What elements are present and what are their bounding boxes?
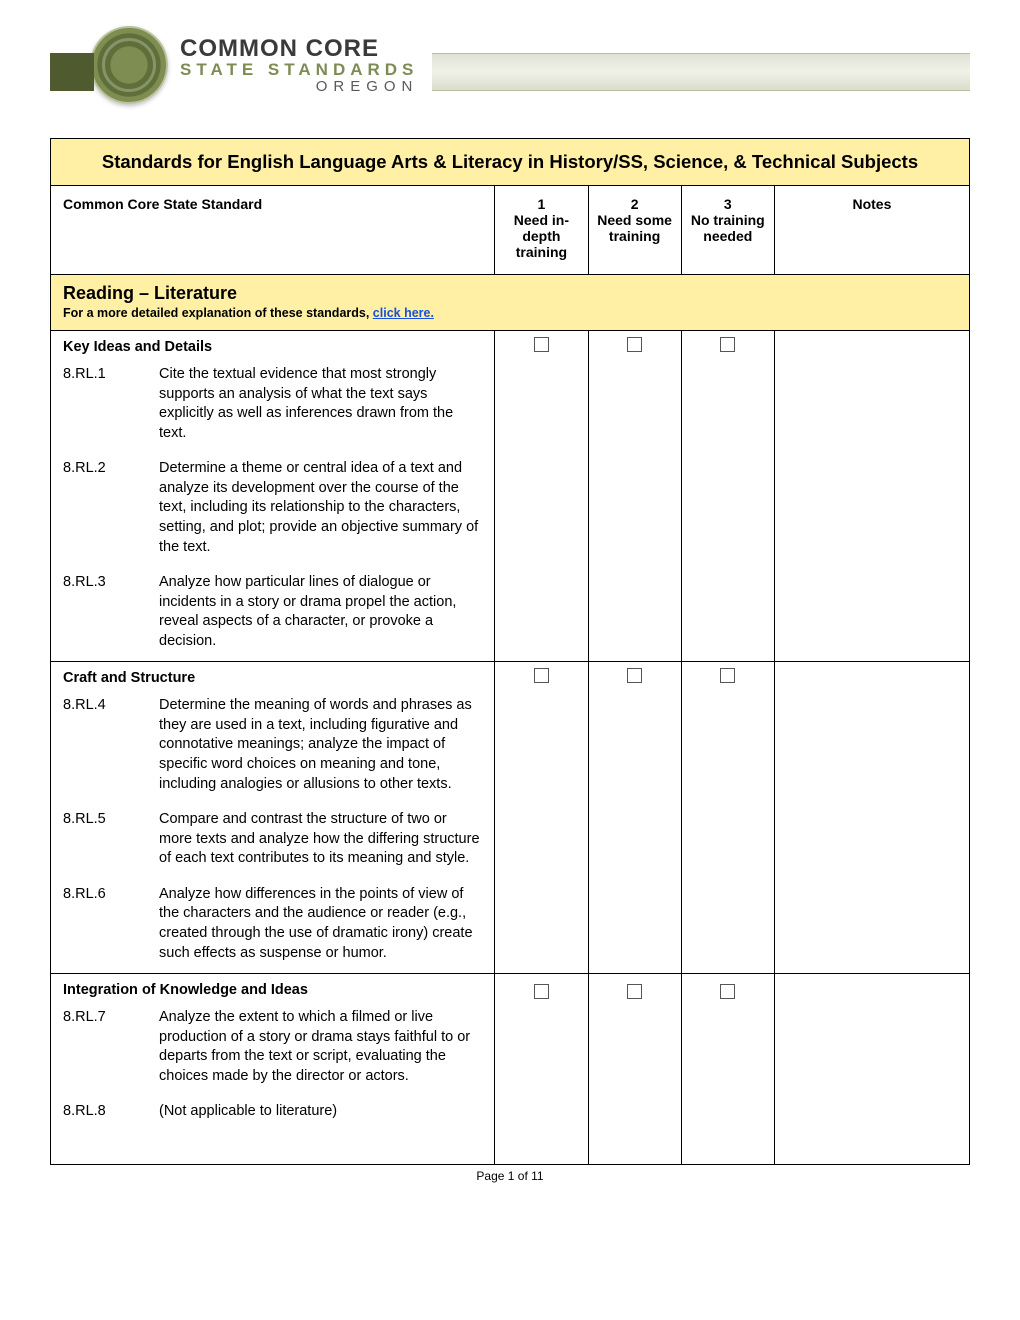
group-desc-integration: Integration of Knowledge and Ideas 8.RL.… <box>51 974 495 1165</box>
checkbox[interactable] <box>627 984 642 999</box>
group-row-integration: Integration of Knowledge and Ideas 8.RL.… <box>51 974 970 1165</box>
std-text: Analyze how particular lines of dialogue… <box>159 573 482 651</box>
col3-num: 3 <box>690 196 766 212</box>
col1-label: Need in-depth training <box>503 212 579 260</box>
col2-num: 2 <box>597 196 673 212</box>
checkbox[interactable] <box>627 337 642 352</box>
check-cell-1 <box>495 974 588 1165</box>
std-code: 8.RL.7 <box>63 1008 153 1086</box>
std-code: 8.RL.3 <box>63 573 153 651</box>
std-text: (Not applicable to literature) <box>159 1102 482 1122</box>
group-desc-key-ideas: Key Ideas and Details 8.RL.1 Cite the te… <box>51 331 495 662</box>
checkbox[interactable] <box>720 984 735 999</box>
section-sub-link[interactable]: click here. <box>373 306 434 320</box>
group-row-key-ideas: Key Ideas and Details 8.RL.1 Cite the te… <box>51 331 970 662</box>
check-cell-2 <box>588 331 681 662</box>
standards-grid-1: 8.RL.4 Determine the meaning of words an… <box>51 692 494 973</box>
col-header-1: 1 Need in-depth training <box>495 186 588 275</box>
subhead-integration: Integration of Knowledge and Ideas <box>51 974 494 1004</box>
std-code: 8.RL.4 <box>63 696 153 794</box>
check-cell-3 <box>681 662 774 974</box>
logo-left-accent <box>50 53 94 91</box>
standards-grid-2: 8.RL.7 Analyze the extent to which a fil… <box>51 1004 494 1132</box>
notes-cell <box>774 662 969 974</box>
subhead-craft: Craft and Structure <box>51 662 494 692</box>
logo-line3: OREGON <box>180 79 418 95</box>
standards-table: Standards for English Language Arts & Li… <box>50 138 970 1165</box>
col3-label: No training needed <box>690 212 766 244</box>
checkbox[interactable] <box>534 668 549 683</box>
std-code: 8.RL.5 <box>63 810 153 869</box>
logo-line1: COMMON CORE <box>180 36 418 61</box>
col1-num: 1 <box>503 196 579 212</box>
page: COMMON CORE STATE STANDARDS OREGON Stand… <box>0 0 1020 1213</box>
spacer <box>51 1132 494 1164</box>
standards-grid-0: 8.RL.1 Cite the textual evidence that mo… <box>51 361 494 661</box>
std-text: Analyze how differences in the points of… <box>159 885 482 963</box>
section-subtext: For a more detailed explanation of these… <box>63 306 957 320</box>
col-header-2: 2 Need some training <box>588 186 681 275</box>
col2-label: Need some training <box>597 212 673 244</box>
logo-line2: STATE STANDARDS <box>180 61 418 79</box>
check-cell-1 <box>495 331 588 662</box>
section-title: Reading – Literature <box>63 283 957 304</box>
check-cell-3 <box>681 974 774 1165</box>
header-band: COMMON CORE STATE STANDARDS OREGON <box>50 20 970 110</box>
std-code: 8.RL.6 <box>63 885 153 963</box>
check-cell-2 <box>588 974 681 1165</box>
column-header-row: Common Core State Standard 1 Need in-dep… <box>51 186 970 275</box>
check-cell-2 <box>588 662 681 974</box>
check-cell-1 <box>495 662 588 974</box>
subhead-key-ideas: Key Ideas and Details <box>51 331 494 361</box>
page-footer: Page 1 of 11 <box>50 1169 970 1183</box>
logo-spiral-icon <box>90 26 168 104</box>
notes-cell <box>774 331 969 662</box>
section-reading-literature: Reading – Literature For a more detailed… <box>51 275 970 331</box>
col-header-3: 3 No training needed <box>681 186 774 275</box>
logo-text: COMMON CORE STATE STANDARDS OREGON <box>180 36 418 95</box>
check-cell-3 <box>681 331 774 662</box>
section-sub-prefix: For a more detailed explanation of these… <box>63 306 373 320</box>
checkbox[interactable] <box>720 337 735 352</box>
std-text: Determine a theme or central idea of a t… <box>159 459 482 557</box>
std-text: Cite the textual evidence that most stro… <box>159 365 482 443</box>
std-text: Determine the meaning of words and phras… <box>159 696 482 794</box>
group-row-craft-structure: Craft and Structure 8.RL.4 Determine the… <box>51 662 970 974</box>
std-code: 8.RL.2 <box>63 459 153 557</box>
page-title: Standards for English Language Arts & Li… <box>102 151 918 172</box>
title-row: Standards for English Language Arts & Li… <box>51 139 970 186</box>
checkbox[interactable] <box>534 337 549 352</box>
col-header-notes: Notes <box>774 186 969 275</box>
std-code: 8.RL.8 <box>63 1102 153 1122</box>
group-desc-craft: Craft and Structure 8.RL.4 Determine the… <box>51 662 495 974</box>
checkbox[interactable] <box>534 984 549 999</box>
std-code: 8.RL.1 <box>63 365 153 443</box>
checkbox[interactable] <box>627 668 642 683</box>
notes-cell <box>774 974 969 1165</box>
col-header-standard: Common Core State Standard <box>51 186 495 275</box>
logo-block: COMMON CORE STATE STANDARDS OREGON <box>90 20 432 110</box>
checkbox[interactable] <box>720 668 735 683</box>
std-text: Compare and contrast the structure of tw… <box>159 810 482 869</box>
std-text: Analyze the extent to which a filmed or … <box>159 1008 482 1086</box>
